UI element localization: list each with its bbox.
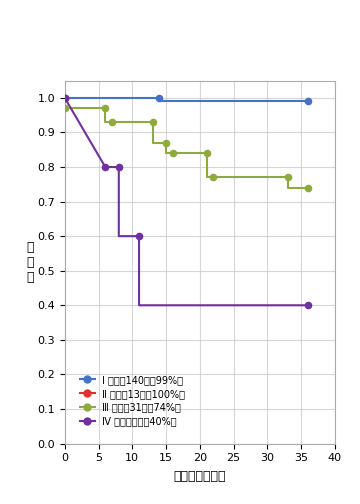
Point <box>102 163 108 171</box>
Point <box>62 94 68 102</box>
Point <box>285 173 291 181</box>
Point <box>210 173 216 181</box>
Point <box>150 118 156 126</box>
X-axis label: 観察期間（月）: 観察期間（月） <box>174 470 226 483</box>
Point <box>62 94 68 102</box>
Point <box>163 139 169 147</box>
Point <box>170 149 176 157</box>
Point <box>102 104 108 112</box>
Text: 生存率: 生存率 <box>153 18 207 47</box>
Legend: Ⅰ 期　（140例：99%）, Ⅱ 期　（13例：100%）, Ⅲ 期　（31例：74%）, Ⅳ 期　（５例：40%）: Ⅰ 期 （140例：99%）, Ⅱ 期 （13例：100%）, Ⅲ 期 （31例… <box>75 370 190 431</box>
Point <box>116 163 122 171</box>
Point <box>109 118 115 126</box>
Point <box>62 94 68 102</box>
Point <box>156 94 162 102</box>
Point <box>62 104 68 112</box>
Point <box>305 97 311 105</box>
Point <box>204 149 210 157</box>
Point <box>305 301 311 309</box>
Point <box>305 184 311 192</box>
Point <box>136 232 142 240</box>
Y-axis label: 生
存
率: 生 存 率 <box>27 240 34 284</box>
